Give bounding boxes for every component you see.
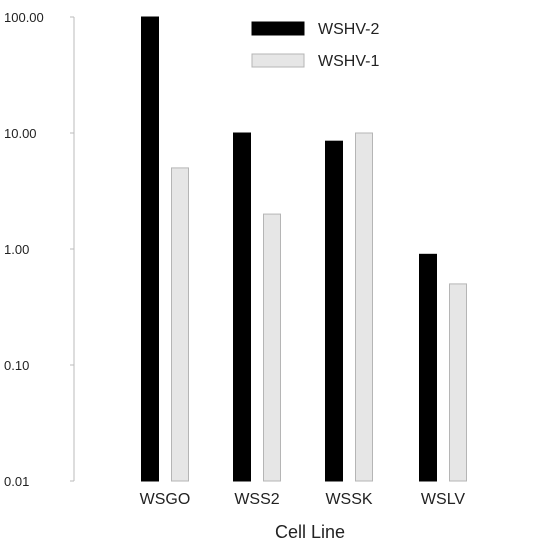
- bar-wshv-2-wslv: [419, 253, 437, 482]
- legend: WSHV-2 WSHV-1: [251, 21, 379, 70]
- bar-wshv-2-wssk: [325, 140, 343, 482]
- y-tick-label: 100.00: [4, 10, 44, 25]
- y-tick-label: 1.00: [4, 242, 29, 257]
- bars: [141, 16, 467, 482]
- x-tick-label: WSS2: [234, 491, 279, 508]
- bar-wshv-1-wssk: [355, 132, 373, 482]
- legend-swatch: [251, 21, 305, 36]
- bar-wshv-1-wsgo: [171, 167, 189, 482]
- legend-label: WSHV-1: [318, 53, 379, 70]
- bar-wshv-2-wss2: [233, 132, 251, 482]
- x-axis-title: Cell Line: [275, 522, 345, 542]
- y-tick-label: 0.10: [4, 358, 29, 373]
- x-tick-labels: WSGO WSS2 WSSK WSLV: [140, 491, 466, 508]
- bar-wshv-1-wss2: [263, 213, 281, 482]
- legend-swatch: [251, 53, 305, 68]
- bar-wshv-1-wslv: [449, 283, 467, 482]
- legend-label: WSHV-2: [318, 21, 379, 38]
- x-tick-label: WSGO: [140, 491, 191, 508]
- y-tick-label: 10.00: [4, 126, 37, 141]
- y-tick-label: 0.01: [4, 474, 29, 489]
- bar-wshv-2-wsgo: [141, 16, 159, 482]
- x-tick-label: WSSK: [325, 491, 372, 508]
- x-tick-label: WSLV: [421, 491, 465, 508]
- y-axis: 100.00 10.00 1.00 0.10 0.01: [4, 10, 75, 489]
